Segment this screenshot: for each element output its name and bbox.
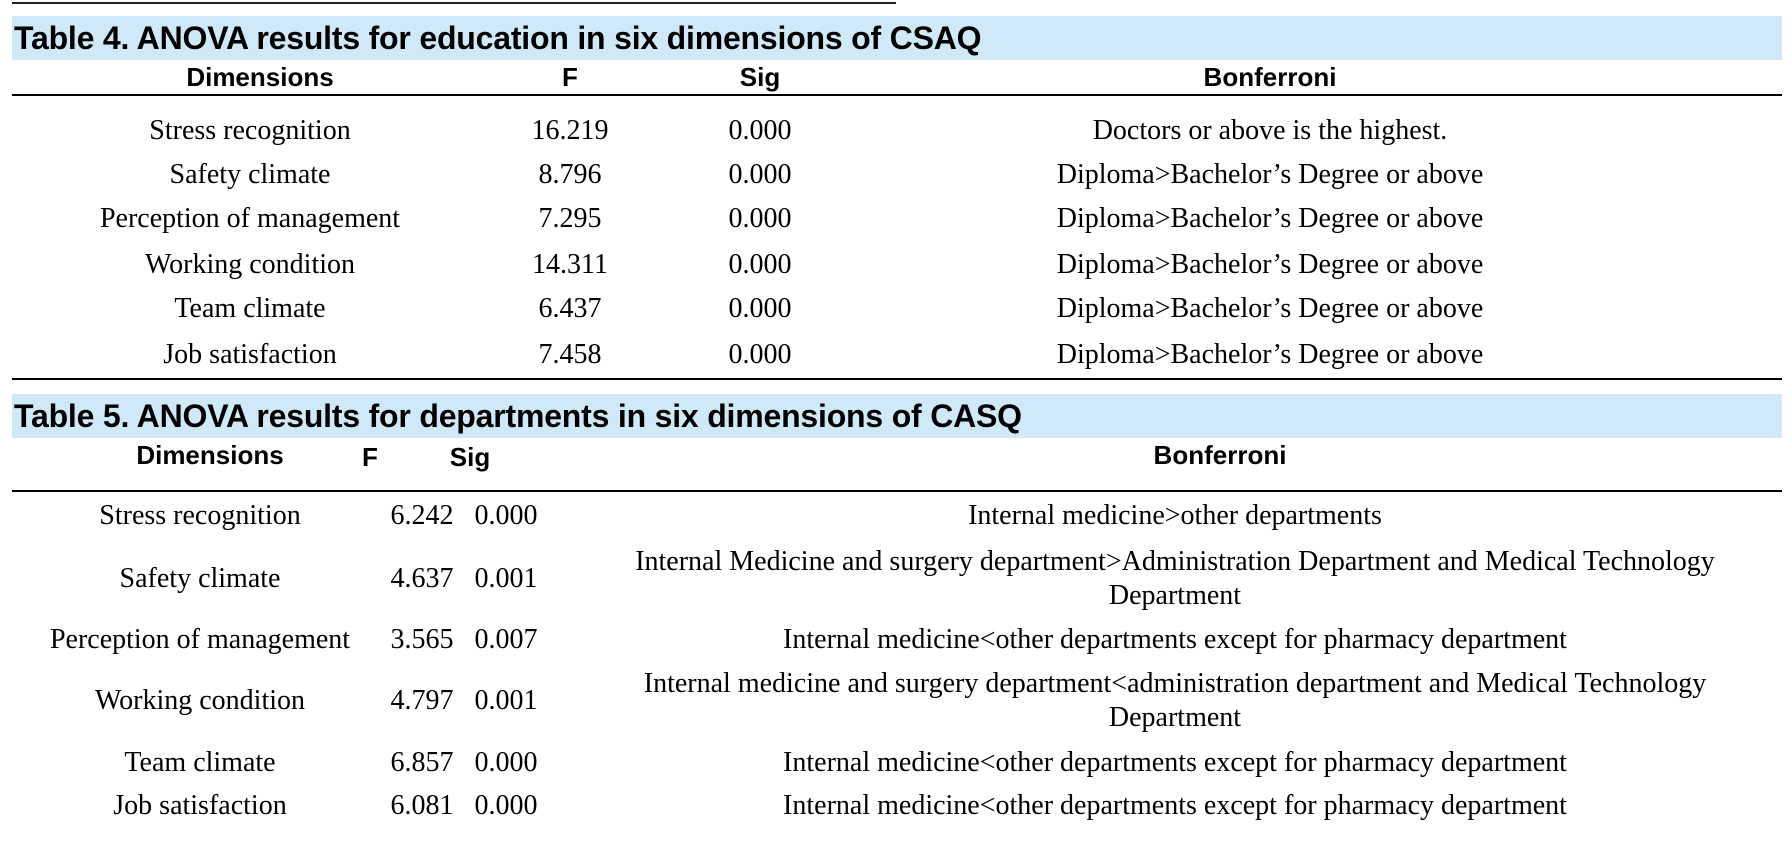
t4-bottom-rule (12, 378, 1782, 380)
t5-dimension: Perception of management (49, 624, 351, 655)
t5-bonferroni: Internal medicine and surgery department… (643, 668, 1707, 733)
t4-sig-value: 0.000 (728, 159, 792, 190)
t4-sig-value: 0.000 (728, 115, 792, 146)
t4-dimension: Job satisfaction (163, 339, 337, 370)
t5-header-dimensions: Dimensions (136, 440, 284, 470)
t4-bonferroni: Diploma>Bachelor’s Degree or above (1056, 203, 1484, 234)
top-rule (12, 2, 896, 4)
t4-bonferroni: Diploma>Bachelor’s Degree or above (1056, 249, 1484, 280)
t4-header-bonferroni: Bonferroni (1203, 62, 1337, 92)
t5-sig-value: 0.001 (474, 563, 538, 594)
t4-sig-value: 0.000 (728, 203, 792, 234)
table-5-title: Table 5. ANOVA results for departments i… (12, 394, 1782, 438)
t5-header-rule (12, 490, 1782, 492)
t4-dimension: Working condition (144, 249, 356, 280)
t5-sig-value: 0.000 (474, 500, 538, 531)
t5-f-value: 4.637 (390, 563, 454, 594)
t5-bonferroni: Internal Medicine and surgery department… (635, 546, 1715, 611)
t4-sig-value: 0.000 (728, 249, 792, 280)
t4-header-f: F (562, 62, 578, 92)
t5-header-f: F (362, 442, 378, 472)
table-4-title: Table 4. ANOVA results for education in … (12, 16, 1782, 60)
t4-f-value: 14.311 (532, 249, 608, 280)
t5-dimension: Safety climate (119, 563, 281, 594)
t4-dimension: Safety climate (169, 159, 331, 190)
t5-sig-value: 0.000 (474, 790, 538, 821)
t4-dimension: Team climate (174, 293, 326, 324)
t5-dimension: Stress recognition (99, 500, 301, 531)
t4-f-value: 7.458 (538, 339, 602, 370)
t4-bonferroni: Diploma>Bachelor’s Degree or above (1056, 293, 1484, 324)
t5-bonferroni: Internal medicine>other departments (968, 500, 1382, 531)
t4-sig-value: 0.000 (728, 339, 792, 370)
t5-f-value: 6.857 (390, 747, 454, 778)
t5-sig-value: 0.000 (474, 747, 538, 778)
t4-header-rule (12, 94, 1782, 96)
t4-sig-value: 0.000 (728, 293, 792, 324)
t4-f-value: 7.295 (538, 203, 602, 234)
t5-f-value: 4.797 (390, 685, 454, 716)
t4-f-value: 6.437 (538, 293, 602, 324)
t4-dimension: Perception of management (99, 203, 401, 234)
t5-header-bonferroni: Bonferroni (1153, 440, 1287, 470)
t5-bonferroni: Internal medicine<other departments exce… (783, 747, 1567, 778)
t4-header-sig: Sig (739, 62, 781, 92)
t5-dimension: Working condition (94, 685, 306, 716)
t4-bonferroni: Diploma>Bachelor’s Degree or above (1056, 159, 1484, 190)
t5-f-value: 3.565 (390, 624, 454, 655)
t4-header-dimensions: Dimensions (186, 62, 334, 92)
t4-bonferroni: Doctors or above is the highest. (1092, 115, 1448, 146)
t5-dimension: Job satisfaction (113, 790, 287, 821)
t5-bonferroni: Internal medicine<other departments exce… (783, 624, 1567, 655)
t4-dimension: Stress recognition (149, 115, 351, 146)
t5-f-value: 6.242 (390, 500, 454, 531)
t5-f-value: 6.081 (390, 790, 454, 821)
t4-f-value: 8.796 (538, 159, 602, 190)
t5-sig-value: 0.007 (474, 624, 538, 655)
t5-sig-value: 0.001 (474, 685, 538, 716)
t4-f-value: 16.219 (531, 115, 609, 146)
t5-header-sig: Sig (449, 442, 491, 472)
t4-bonferroni: Diploma>Bachelor’s Degree or above (1056, 339, 1484, 370)
t5-dimension: Team climate (124, 747, 276, 778)
t5-bonferroni: Internal medicine<other departments exce… (783, 790, 1567, 821)
